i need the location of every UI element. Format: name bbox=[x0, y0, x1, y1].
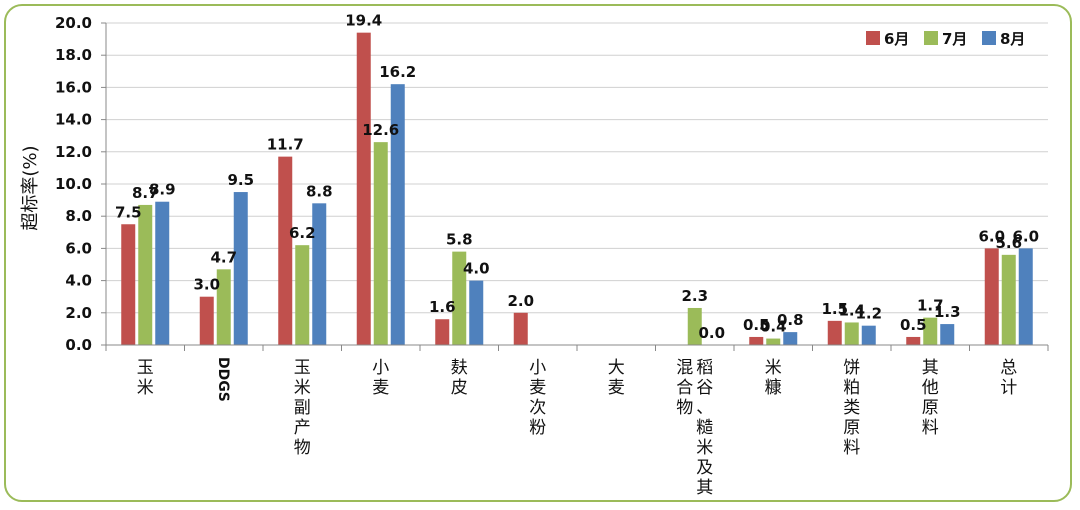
category-label: 总计 bbox=[1000, 358, 1017, 398]
bar bbox=[216, 269, 231, 345]
data-label: 3.0 bbox=[193, 276, 220, 294]
bar bbox=[278, 156, 293, 345]
data-label: 1.4 bbox=[838, 301, 865, 319]
y-tick-label: 8.0 bbox=[65, 207, 92, 225]
legend-label: 7月 bbox=[942, 30, 967, 48]
bar bbox=[121, 224, 136, 345]
legend-swatch bbox=[866, 31, 880, 45]
bar bbox=[827, 320, 842, 345]
category-label: 饼粕类原料 bbox=[843, 358, 860, 458]
data-label: 4.7 bbox=[210, 248, 237, 266]
data-label: 0.8 bbox=[777, 311, 804, 329]
data-label: 4.0 bbox=[463, 260, 490, 278]
data-label: 0.0 bbox=[698, 324, 725, 342]
data-label: 1.5 bbox=[821, 300, 848, 318]
bar bbox=[155, 201, 170, 345]
data-label: 0.4 bbox=[760, 318, 787, 336]
data-label: 1.7 bbox=[917, 297, 944, 315]
bar bbox=[356, 32, 371, 345]
y-tick-label: 20.0 bbox=[55, 14, 92, 32]
category-label: 玉米副产物 bbox=[294, 358, 311, 458]
legend-swatch bbox=[924, 31, 938, 45]
gridlines bbox=[106, 22, 1048, 314]
legend-label: 6月 bbox=[884, 30, 909, 48]
y-tick-label: 18.0 bbox=[55, 46, 92, 64]
data-labels: 7.5 3.0 11.7 19.4 1.6 2.0 0.5 1.5 0.5 6.0 8.7 4.7 6.… bbox=[115, 12, 1039, 342]
data-label: 2.3 bbox=[681, 287, 708, 305]
data-label: 2.0 bbox=[507, 292, 534, 310]
legend-label: 8月 bbox=[1000, 30, 1025, 48]
data-label: 8.8 bbox=[306, 182, 333, 200]
bar bbox=[906, 336, 921, 345]
y-tick-label: 16.0 bbox=[55, 78, 92, 96]
data-label: 8.7 bbox=[132, 184, 159, 202]
bar bbox=[390, 84, 405, 346]
y-tick-labels: 0.0 2.0 4.0 6.0 8.0 10.0 12.0 14.0 16.0 18.0 20.0 bbox=[55, 14, 92, 354]
data-label: 6.0 bbox=[978, 227, 1005, 245]
y-tick-label: 12.0 bbox=[55, 143, 92, 161]
y-tick-label: 0.0 bbox=[65, 336, 92, 354]
data-label: 19.4 bbox=[345, 12, 382, 30]
data-label: 7.5 bbox=[115, 203, 142, 221]
data-label: 1.2 bbox=[855, 305, 882, 323]
bar bbox=[1018, 248, 1033, 345]
bar bbox=[940, 324, 955, 345]
y-tick-label: 14.0 bbox=[55, 111, 92, 129]
category-label: 麸皮 bbox=[451, 358, 468, 398]
y-axis-label: 超标率(%) bbox=[20, 145, 41, 230]
bars bbox=[121, 32, 1033, 346]
data-label: 0.5 bbox=[743, 316, 770, 334]
category-label: DDGS bbox=[215, 357, 231, 402]
category-label: 大麦 bbox=[608, 358, 625, 398]
bar bbox=[295, 245, 310, 345]
y-tick-label: 10.0 bbox=[55, 175, 92, 193]
data-label: 5.6 bbox=[995, 234, 1022, 252]
bar bbox=[984, 248, 999, 345]
legend-swatch bbox=[982, 31, 996, 45]
y-tick-label: 6.0 bbox=[65, 239, 92, 257]
data-label: 6.2 bbox=[289, 224, 316, 242]
data-label: 6.0 bbox=[1012, 227, 1039, 245]
data-label: 1.6 bbox=[429, 298, 456, 316]
bar bbox=[766, 338, 781, 345]
data-label: 11.7 bbox=[267, 136, 304, 154]
y-tick-label: 4.0 bbox=[65, 272, 92, 290]
bar bbox=[783, 332, 798, 345]
category-label: 混合物 bbox=[676, 358, 693, 418]
data-label: 16.2 bbox=[379, 63, 416, 81]
bar bbox=[923, 317, 938, 345]
bar bbox=[138, 204, 153, 345]
category-label: 其他原料 bbox=[922, 358, 939, 438]
data-label: 12.6 bbox=[362, 121, 399, 139]
data-label: 5.8 bbox=[446, 231, 473, 249]
legend: 6月 7月 8月 bbox=[866, 30, 1025, 48]
y-tick-label: 2.0 bbox=[65, 304, 92, 322]
category-label: 米糠 bbox=[765, 358, 782, 398]
data-label: 8.9 bbox=[149, 181, 176, 199]
bar bbox=[312, 203, 327, 345]
bar bbox=[861, 325, 876, 345]
category-label: 稻谷、糙米及其 bbox=[696, 358, 713, 498]
category-label: 玉米 bbox=[137, 358, 154, 398]
category-label: 小麦次粉 bbox=[529, 358, 546, 438]
bar bbox=[1001, 254, 1016, 345]
bar bbox=[469, 280, 484, 345]
data-label: 0.5 bbox=[900, 316, 927, 334]
bar bbox=[233, 192, 248, 345]
data-label: 1.3 bbox=[934, 303, 961, 321]
bar bbox=[373, 142, 388, 345]
bar bbox=[844, 322, 859, 345]
bar bbox=[687, 307, 702, 345]
bar bbox=[749, 336, 764, 345]
category-label: 小麦 bbox=[372, 358, 389, 398]
bar bbox=[513, 312, 528, 345]
axes bbox=[101, 22, 1049, 351]
bar bbox=[452, 251, 467, 345]
bar bbox=[435, 319, 450, 345]
data-label: 9.5 bbox=[227, 171, 254, 189]
bar bbox=[199, 296, 214, 345]
